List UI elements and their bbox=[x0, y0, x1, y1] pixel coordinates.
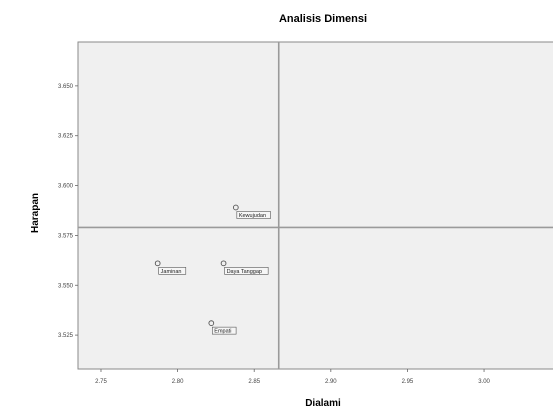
point-label-box bbox=[212, 326, 237, 335]
chart-title: Analisis Dimensi bbox=[279, 13, 367, 25]
y-tick-label: 3.575 bbox=[58, 233, 74, 239]
point-label: Daya Tanggap bbox=[227, 269, 262, 275]
point-label-box bbox=[236, 211, 271, 219]
y-tick-label: 3.650 bbox=[58, 84, 74, 90]
x-tick-label: 3.00 bbox=[478, 379, 490, 385]
x-tick-label: 2.95 bbox=[402, 379, 414, 385]
data-point: Kewujudan bbox=[232, 204, 271, 219]
data-point: Jaminan bbox=[154, 260, 187, 275]
point-marker bbox=[232, 204, 239, 211]
point-marker bbox=[154, 260, 161, 267]
plot-area bbox=[77, 41, 553, 370]
point-label: Kewujudan bbox=[239, 213, 266, 219]
x-tick-label: 2.80 bbox=[172, 379, 184, 385]
y-tick-label: 3.550 bbox=[58, 283, 74, 289]
data-point: Daya Tanggap bbox=[220, 260, 269, 275]
point-marker bbox=[208, 320, 215, 326]
x-tick-label: 2.85 bbox=[248, 379, 260, 385]
y-tick-label: 3.525 bbox=[58, 333, 74, 339]
data-point: Empati bbox=[208, 320, 237, 335]
point-label-box bbox=[158, 267, 187, 275]
x-axis-label: Dialami bbox=[305, 398, 341, 409]
point-label: Jaminan bbox=[161, 269, 182, 275]
x-axis-ticks: 2.752.802.852.902.953.003.05 bbox=[95, 369, 491, 385]
point-label-box bbox=[224, 267, 269, 275]
point-label: Empati bbox=[214, 329, 231, 335]
reference-lines bbox=[78, 42, 553, 369]
y-axis-label: Harapan bbox=[30, 193, 41, 233]
x-tick-label: 2.75 bbox=[95, 379, 107, 385]
y-tick-label: 3.625 bbox=[58, 134, 74, 140]
y-tick-label: 3.600 bbox=[58, 184, 74, 190]
point-marker bbox=[220, 260, 227, 267]
y-axis-ticks: 3.525 3.550 3.575 3.600 3.625 3.650 bbox=[58, 84, 78, 339]
x-tick-label: 2.90 bbox=[325, 379, 337, 385]
